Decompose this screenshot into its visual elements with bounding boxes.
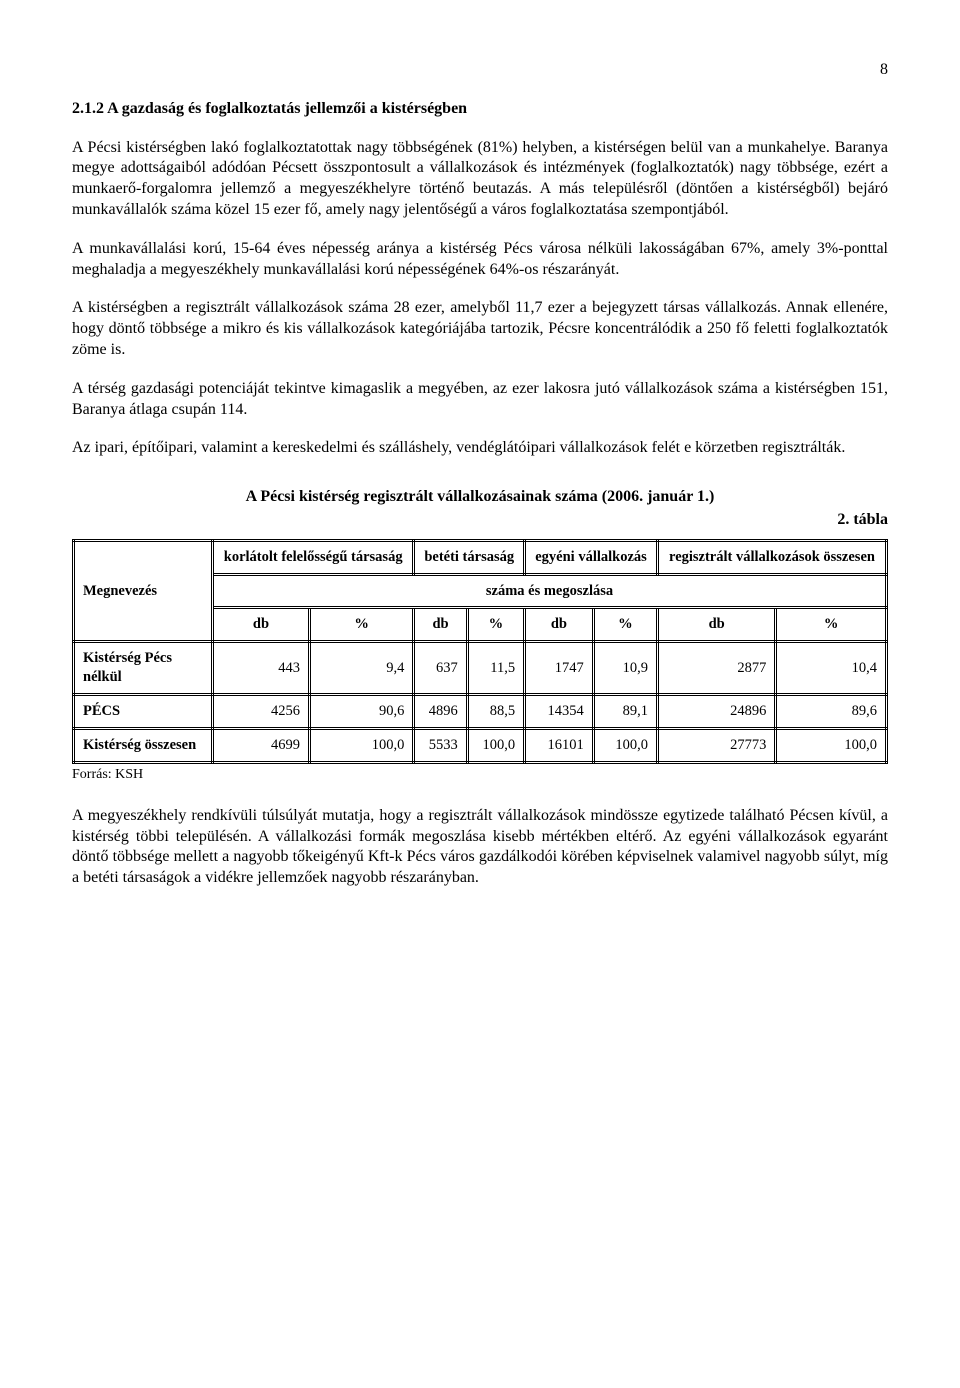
cell: 88,5: [467, 694, 524, 728]
col-pct: %: [467, 608, 524, 642]
cell: 16101: [525, 728, 594, 762]
cell: 1747: [525, 642, 594, 695]
data-table: Megnevezés korlátolt felelősségű társasá…: [72, 539, 888, 764]
col-db: db: [414, 608, 467, 642]
table-row: Kistérség Pécs nélkül 443 9,4 637 11,5 1…: [74, 642, 887, 695]
col-db: db: [525, 608, 594, 642]
col-pct: %: [310, 608, 414, 642]
col-pct: %: [593, 608, 657, 642]
table-source: Forrás: KSH: [72, 766, 888, 784]
cell: 89,1: [593, 694, 657, 728]
cell: 4896: [414, 694, 467, 728]
col-db: db: [657, 608, 775, 642]
paragraph-5: Az ipari, építőipari, valamint a kereske…: [72, 438, 888, 459]
cell: 10,9: [593, 642, 657, 695]
section-heading: 2.1.2 A gazdaság és foglalkoztatás jelle…: [72, 99, 888, 120]
col-subheader: száma és megoszlása: [213, 574, 887, 608]
paragraph-1: A Pécsi kistérségben lakó foglalkoztatot…: [72, 138, 888, 221]
cell: 27773: [657, 728, 775, 762]
cell: 100,0: [776, 728, 887, 762]
table-row: Kistérség összesen 4699 100,0 5533 100,0…: [74, 728, 887, 762]
col-regisztralt: regisztrált vállalkozások összesen: [657, 540, 886, 574]
cell: 100,0: [310, 728, 414, 762]
cell: 90,6: [310, 694, 414, 728]
cell: 14354: [525, 694, 594, 728]
col-egyeni: egyéni vállalkozás: [525, 540, 658, 574]
col-megnevezes: Megnevezés: [74, 540, 213, 642]
paragraph-2: A munkavállalási korú, 15-64 éves népess…: [72, 239, 888, 281]
table-row: PÉCS 4256 90,6 4896 88,5 14354 89,1 2489…: [74, 694, 887, 728]
page-number: 8: [72, 60, 888, 81]
cell: 637: [414, 642, 467, 695]
col-bt: betéti társaság: [414, 540, 525, 574]
cell: 100,0: [593, 728, 657, 762]
cell: 2877: [657, 642, 775, 695]
table-header-row-1: Megnevezés korlátolt felelősségű társasá…: [74, 540, 887, 574]
cell: 11,5: [467, 642, 524, 695]
row-label: Kistérség összesen: [74, 728, 213, 762]
row-label: Kistérség Pécs nélkül: [74, 642, 213, 695]
cell: 9,4: [310, 642, 414, 695]
paragraph-4: A térség gazdasági potenciáját tekintve …: [72, 379, 888, 421]
col-kft: korlátolt felelősségű társaság: [213, 540, 414, 574]
paragraph-3: A kistérségben a regisztrált vállalkozás…: [72, 298, 888, 360]
col-pct: %: [776, 608, 887, 642]
cell: 89,6: [776, 694, 887, 728]
cell: 443: [213, 642, 310, 695]
paragraph-6: A megyeszékhely rendkívüli túlsúlyát mut…: [72, 806, 888, 889]
row-label: PÉCS: [74, 694, 213, 728]
cell: 10,4: [776, 642, 887, 695]
cell: 4256: [213, 694, 310, 728]
table-title: A Pécsi kistérség regisztrált vállalkozá…: [72, 487, 888, 508]
cell: 5533: [414, 728, 467, 762]
cell: 24896: [657, 694, 775, 728]
table-number-label: 2. tábla: [72, 510, 888, 531]
cell: 100,0: [467, 728, 524, 762]
cell: 4699: [213, 728, 310, 762]
col-db: db: [213, 608, 310, 642]
